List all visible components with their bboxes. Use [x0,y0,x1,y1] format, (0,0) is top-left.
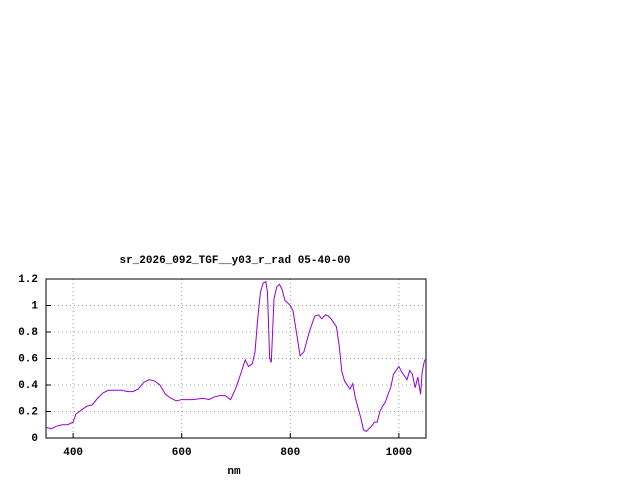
x-axis-label: nm [227,466,241,478]
chart-title: sr_2026_092_TGF__y03_r_rad 05-40-00 [119,255,350,267]
y-tick-label: 1.2 [18,274,38,286]
y-tick-label: 0.2 [18,406,38,418]
x-tick-label: 400 [63,447,83,459]
y-tick-label: 0.4 [18,380,38,392]
y-tick-label: 0 [31,433,38,445]
x-tick-label: 600 [172,447,192,459]
y-tick-label: 1 [31,300,38,312]
data-line [45,280,427,432]
y-tick-label: 0.8 [18,327,38,339]
y-tick-label: 0.6 [18,353,38,365]
x-tick-label: 1000 [386,447,412,459]
x-tick-label: 800 [280,447,300,459]
